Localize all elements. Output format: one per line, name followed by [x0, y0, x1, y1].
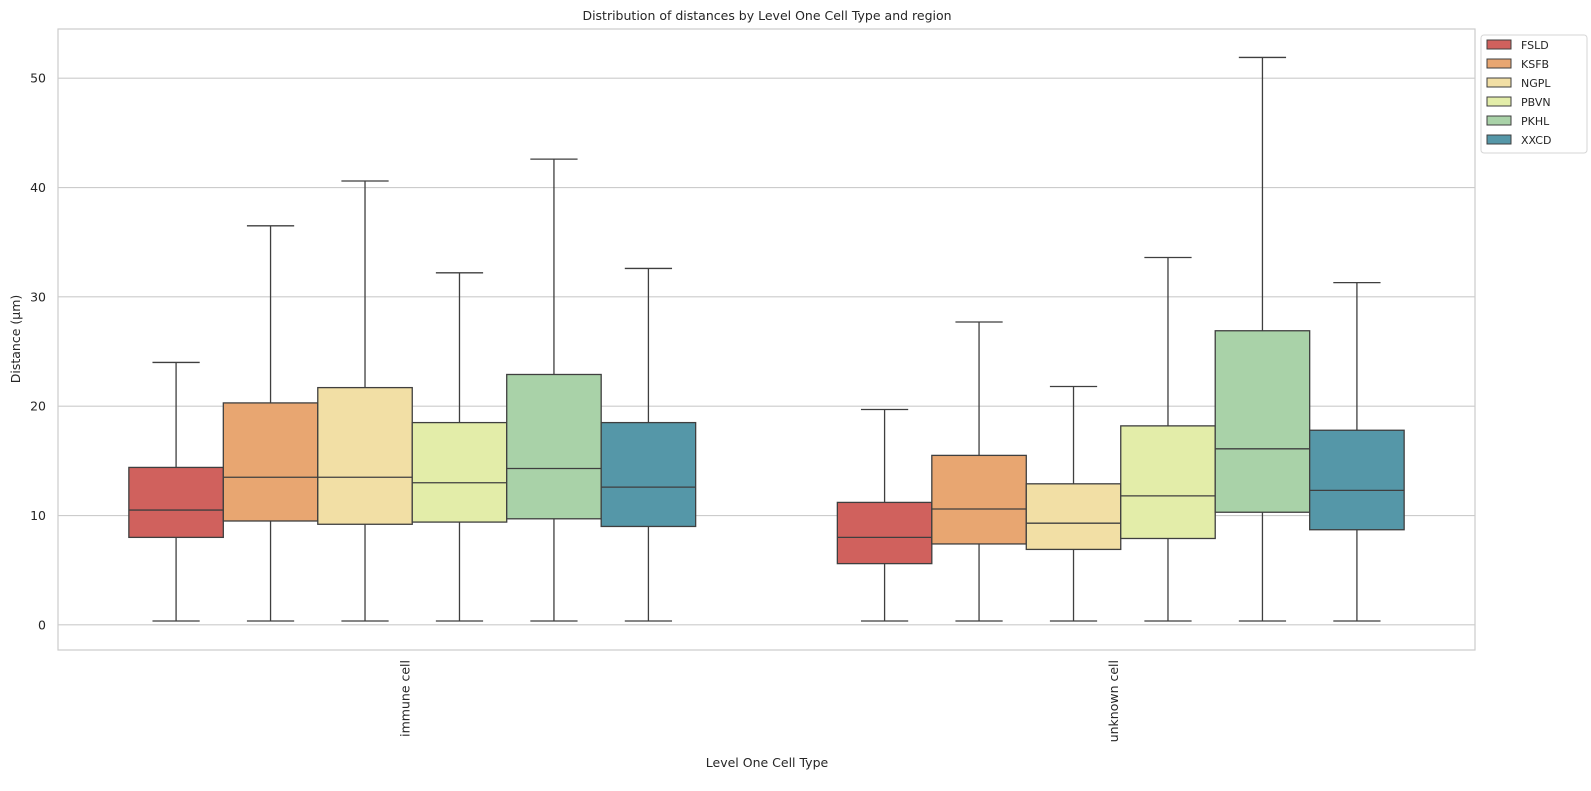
- box-pkhl-immune-cell: [506, 158, 602, 622]
- box-iqr: [1309, 429, 1405, 531]
- box-pbvn-unknown-cell: [1120, 256, 1216, 622]
- box-fsld-immune-cell: [128, 361, 224, 622]
- y-tick-label: 50: [30, 71, 46, 86]
- y-tick-label: 40: [30, 180, 46, 195]
- box-iqr: [836, 501, 933, 565]
- x-tick-label: unknown cell: [1106, 660, 1121, 742]
- legend-swatch: [1486, 58, 1512, 69]
- y-tick-label: 0: [38, 617, 46, 632]
- box-iqr: [1214, 330, 1311, 513]
- box-ngpl-unknown-cell: [1025, 385, 1122, 622]
- legend-item-pkhl: PKHL: [1486, 115, 1550, 128]
- legend-label: XXCD: [1521, 134, 1551, 147]
- legend-label: PKHL: [1521, 115, 1550, 128]
- legend-item-ksfb: KSFB: [1486, 58, 1549, 71]
- y-tick-label: 10: [30, 508, 46, 523]
- x-tick-label: immune cell: [397, 660, 412, 737]
- box-iqr: [411, 421, 508, 523]
- legend-swatch: [1486, 96, 1512, 107]
- legend-swatch: [1486, 115, 1512, 126]
- legend-swatch: [1486, 77, 1512, 88]
- box-iqr: [506, 373, 602, 520]
- x-axis-ticks: immune cell unknown cell: [397, 660, 1121, 742]
- box-iqr: [1120, 425, 1216, 540]
- box-iqr: [317, 386, 413, 525]
- legend-item-xxcd: XXCD: [1486, 134, 1551, 147]
- y-tick-label: 30: [30, 289, 46, 304]
- y-axis-label: Distance (µm): [8, 295, 23, 384]
- legend: FSLD KSFB NGPL PBVN PKHL XXCD: [1480, 34, 1588, 154]
- box-xxcd-immune-cell: [600, 267, 697, 622]
- box-iqr: [600, 421, 697, 528]
- box-iqr: [222, 402, 319, 522]
- legend-label: PBVN: [1521, 96, 1551, 109]
- y-axis-ticks: 0 10 20 30 40 50: [30, 71, 46, 633]
- legend-swatch: [1486, 134, 1512, 145]
- x-axis-label: Level One Cell Type: [706, 755, 829, 770]
- box-ngpl-immune-cell: [317, 180, 413, 622]
- box-ksfb-immune-cell: [222, 225, 319, 622]
- legend-item-pbvn: PBVN: [1486, 96, 1551, 109]
- legend-label: KSFB: [1521, 58, 1549, 71]
- boxes: [128, 56, 1405, 622]
- box-iqr: [931, 454, 1027, 545]
- box-xxcd-unknown-cell: [1309, 281, 1405, 622]
- legend-label: FSLD: [1521, 39, 1549, 52]
- box-pbvn-immune-cell: [411, 272, 508, 622]
- plot-frame: [57, 28, 1476, 651]
- box-fsld-unknown-cell: [836, 408, 933, 622]
- box-iqr: [1025, 483, 1122, 551]
- legend-label: NGPL: [1521, 77, 1551, 90]
- legend-item-fsld: FSLD: [1486, 39, 1549, 52]
- legend-swatch: [1486, 39, 1512, 50]
- y-tick-label: 20: [30, 399, 46, 414]
- legend-item-ngpl: NGPL: [1486, 77, 1551, 90]
- chart-title: Distribution of distances by Level One C…: [582, 8, 951, 23]
- box-pkhl-unknown-cell: [1214, 56, 1311, 622]
- box-ksfb-unknown-cell: [931, 321, 1027, 622]
- box-iqr: [128, 466, 224, 539]
